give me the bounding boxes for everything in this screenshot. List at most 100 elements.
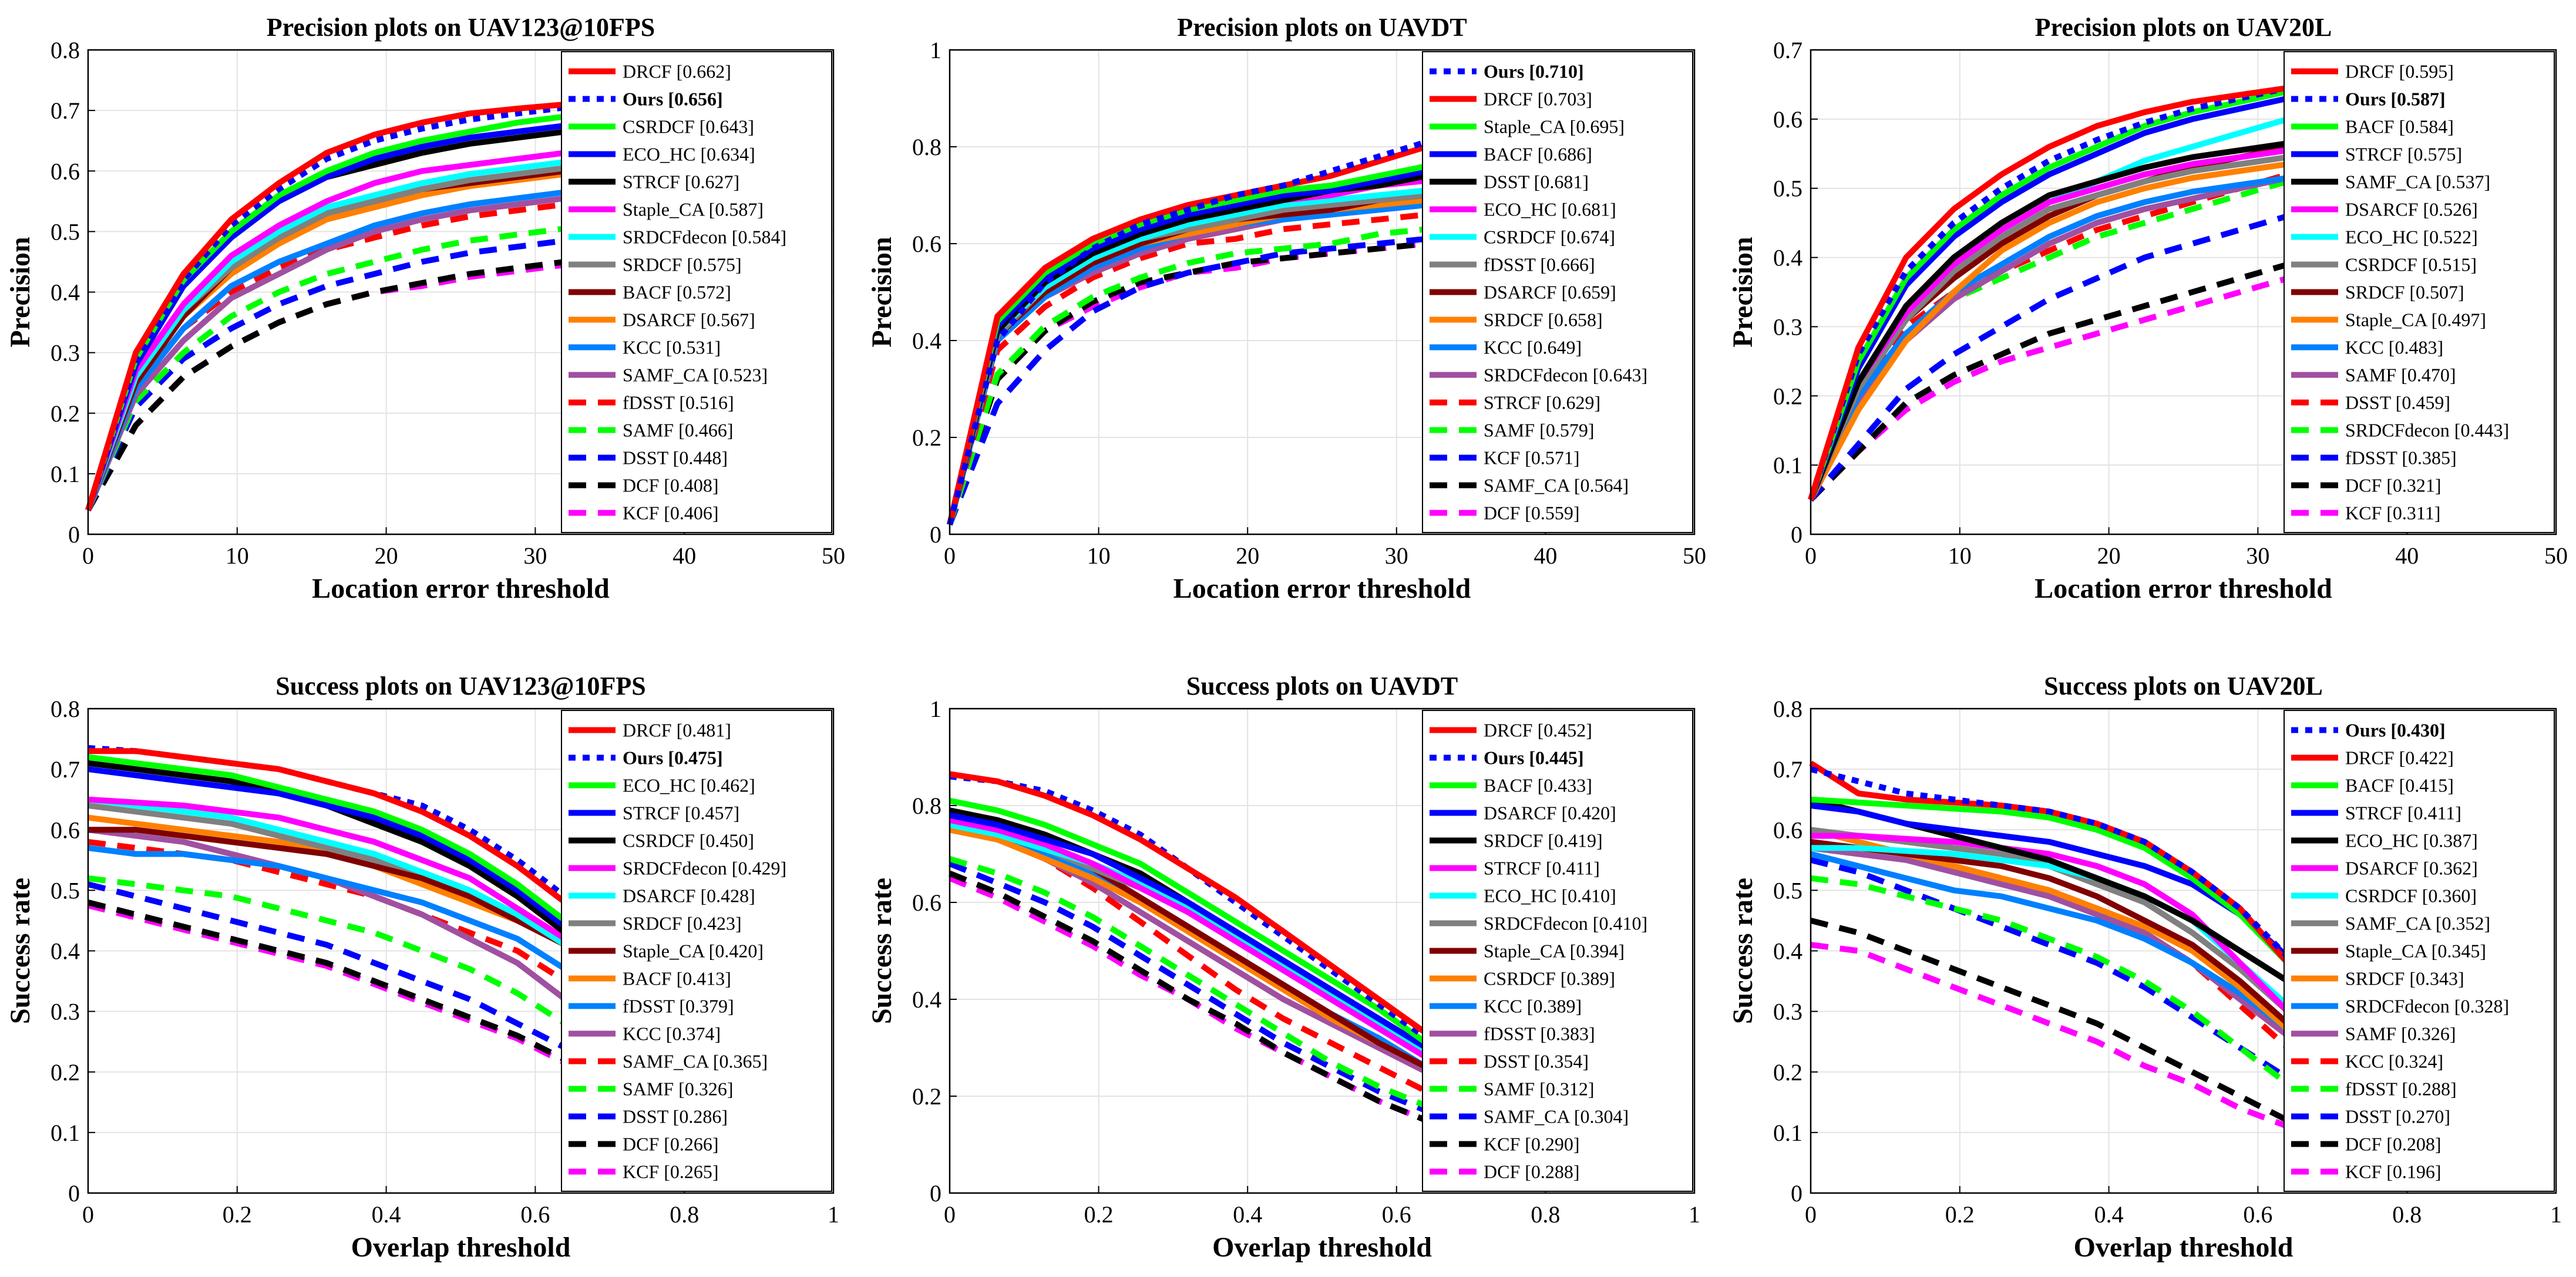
chart-title: Precision plots on UAVDT [1177, 13, 1467, 42]
series-line-bacf [1808, 88, 2289, 501]
legend-label-samf: SAMF [0.579] [1484, 420, 1594, 441]
x-axis-label: Location error threshold [312, 573, 610, 604]
chart-panel-3: 0 0.1 0.2 0.3 0.4 0.5 0.6 0.7 0 10 20 30 40 50 DRCF [0… [1727, 13, 2568, 604]
legend-label-eco-hc: ECO_HC [0.387] [2345, 830, 2478, 851]
series-line-samf-ca [1808, 140, 2288, 501]
y-tick-label: 0 [930, 521, 941, 548]
series-line-srdcfdecon [85, 159, 566, 511]
y-tick-label: 0.8 [1773, 696, 1802, 722]
y-tick-label: 0 [68, 521, 80, 548]
legend-label-bacf: BACF [0.584] [2345, 116, 2454, 137]
series-line-eco-hc [949, 822, 1428, 1056]
legend-label-fdsst: fDSST [0.666] [1484, 254, 1595, 275]
y-axis-label: Success rate [866, 878, 897, 1024]
y-tick-label: 0.6 [912, 231, 941, 257]
y-tick-label: 0.8 [51, 37, 80, 63]
series-line-kcc [85, 189, 566, 511]
y-axis-label: Precision [1727, 237, 1758, 347]
series-line-kcf [1808, 275, 2289, 502]
series-line-bacf [1810, 796, 2290, 965]
legend-label-fdsst: fDSST [0.383] [1484, 1023, 1595, 1044]
legend-label-dsst: DSST [0.459] [2345, 392, 2450, 413]
x-tick-label: 1 [2550, 1201, 2562, 1228]
y-tick-label: 0.6 [1773, 817, 1802, 843]
series-line-drcf [949, 771, 1428, 1036]
series-line-csrdcf [1808, 154, 2288, 501]
series-line-samf-ca [85, 195, 566, 511]
legend-label-bacf: BACF [0.413] [623, 968, 731, 989]
series-line-dsst [85, 237, 566, 511]
legend-label-dcf: DCF [0.408] [623, 475, 719, 496]
chart-title: Success plots on UAVDT [1186, 672, 1458, 700]
y-tick-label: 0.5 [1773, 877, 1802, 904]
legend-label-dsarcf: DSARCF [0.428] [623, 885, 755, 907]
x-tick-label: 0.2 [1945, 1201, 1975, 1228]
y-tick-label: 0.2 [51, 400, 80, 427]
legend-label-dsarcf: DSARCF [0.526] [2345, 199, 2478, 220]
legend-label-staple-ca: Staple_CA [0.420] [623, 941, 764, 962]
series-line-samf [88, 875, 567, 1026]
chart-title: Success plots on UAV20L [2044, 672, 2323, 700]
series-line-dcf [1808, 261, 2289, 502]
legend-label-eco-hc: ECO_HC [0.410] [1484, 885, 1616, 907]
x-tick-label: 0 [1805, 1201, 1817, 1228]
legend-label-kcf: KCF [0.311] [2345, 503, 2440, 524]
x-tick-label: 0 [82, 543, 94, 569]
y-tick-label: 0.5 [51, 877, 80, 904]
series-line-samf-ca [947, 241, 1427, 526]
series-line-dsarcf [88, 796, 567, 948]
axes-frame [1810, 49, 2557, 535]
y-tick-label: 0 [1791, 521, 1802, 548]
series-line-eco-hc [88, 754, 567, 923]
legend-label-samf: SAMF [0.312] [1484, 1079, 1594, 1100]
legend-label-drcf: DRCF [0.662] [623, 61, 731, 82]
x-tick-label: 40 [672, 543, 696, 569]
y-tick-label: 0.3 [51, 999, 80, 1025]
legend-label-fdsst: fDSST [0.516] [623, 392, 734, 413]
legend-label-ours: Ours [0.656] [623, 89, 723, 110]
legend-label-kcc: KCC [0.389] [1484, 996, 1582, 1017]
legend-label-srdcf: SRDCF [0.658] [1484, 309, 1603, 331]
chart-panel-6: 0 0.1 0.2 0.3 0.4 0.5 0.6 0.7 0.8 0 0.2 0.4 0.6 0.8 1 O… [1727, 672, 2562, 1263]
legend-label-bacf: BACF [0.415] [2345, 775, 2454, 796]
x-axis-label: Overlap threshold [1212, 1232, 1432, 1263]
legend-label-dcf: DCF [0.208] [2345, 1134, 2442, 1155]
y-tick-label: 0.3 [1773, 999, 1802, 1025]
x-tick-label: 10 [226, 543, 249, 569]
legend-label-srdcfdecon: SRDCFdecon [0.643] [1484, 365, 1647, 386]
series-line-fdsst [88, 845, 567, 972]
x-tick-label: 20 [1236, 543, 1259, 569]
legend-label-dsarcf: DSARCF [0.420] [1484, 803, 1616, 824]
x-tick-label: 0.6 [1382, 1201, 1411, 1228]
legend-label-srdcf: SRDCF [0.575] [623, 254, 742, 275]
y-tick-label: 0.4 [1773, 938, 1802, 965]
y-tick-label: 0.4 [51, 938, 80, 965]
legend-label-drcf: DRCF [0.595] [2345, 61, 2454, 82]
x-tick-label: 0.4 [1233, 1201, 1262, 1228]
x-tick-label: 1 [828, 1201, 839, 1228]
y-axis-label: Success rate [1727, 878, 1758, 1024]
series-line-ours [1810, 766, 2290, 959]
legend-label-kcf: KCF [0.290] [1484, 1134, 1580, 1155]
legend-label-csrdcf: CSRDCF [0.674] [1484, 227, 1615, 248]
legend-label-fdsst: fDSST [0.288] [2345, 1079, 2457, 1100]
y-tick-label: 0.6 [51, 158, 80, 184]
legend-label-dsst: DSST [0.270] [2345, 1106, 2450, 1127]
y-tick-label: 0.2 [912, 424, 941, 451]
series-line-bacf [947, 168, 1427, 525]
series-line-staple-ca [1808, 161, 2288, 501]
legend-label-dsarcf: DSARCF [0.659] [1484, 282, 1616, 303]
x-tick-label: 0.8 [670, 1201, 699, 1228]
legend-label-bacf: BACF [0.686] [1484, 144, 1592, 165]
y-tick-label: 0.4 [912, 328, 941, 354]
legend-label-srdcf: SRDCF [0.343] [2345, 968, 2464, 989]
x-tick-label: 50 [2544, 543, 2568, 569]
y-tick-label: 0.2 [912, 1083, 941, 1110]
legend-label-samf-ca: SAMF_CA [0.537] [2345, 171, 2490, 193]
series-line-dsst [87, 881, 567, 1050]
legend-label-srdcfdecon: SRDCFdecon [0.584] [623, 227, 786, 248]
legend-label-staple-ca: Staple_CA [0.587] [623, 199, 764, 220]
legend-label-srdcfdecon: SRDCFdecon [0.443] [2345, 420, 2509, 441]
y-tick-label: 0.7 [51, 756, 80, 783]
